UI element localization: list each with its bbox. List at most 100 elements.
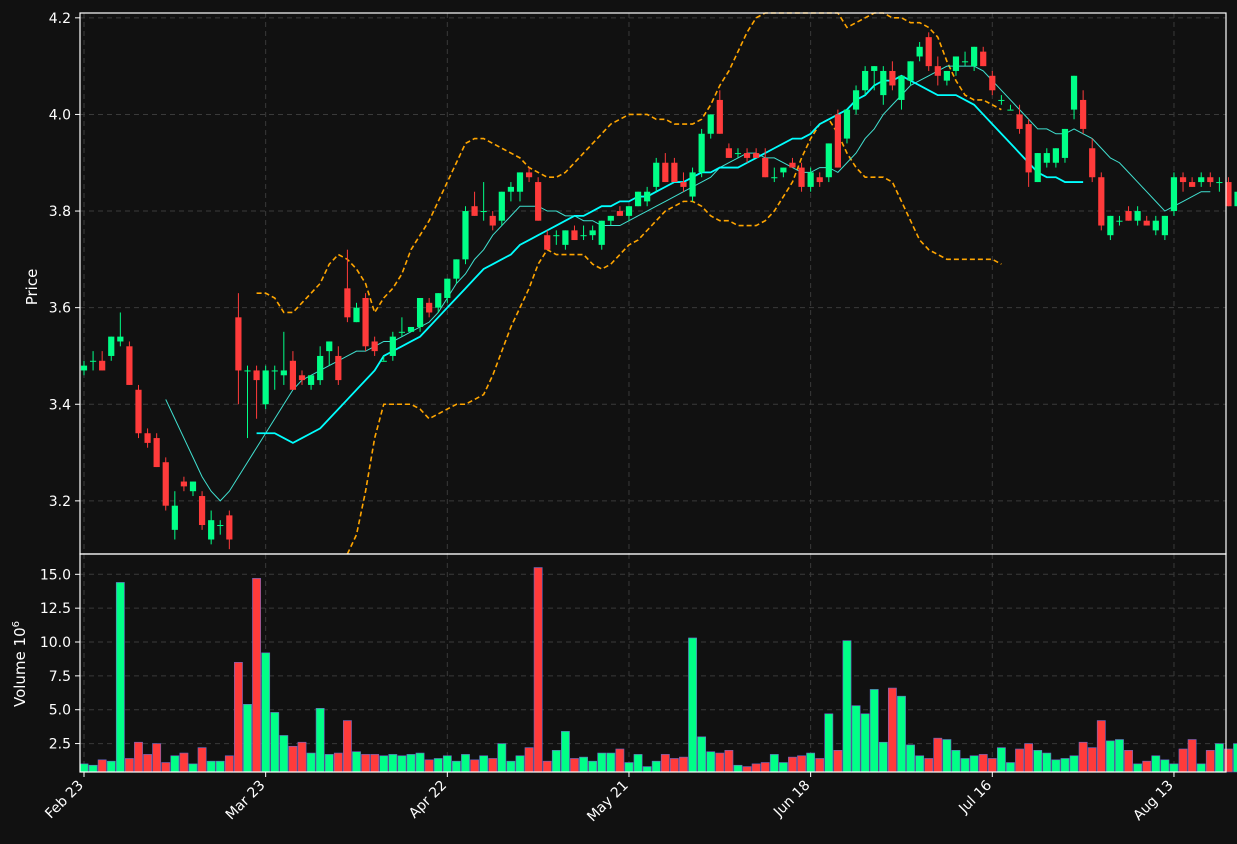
- candle-body: [1134, 211, 1141, 221]
- volume-bar: [488, 758, 498, 773]
- candle-body: [616, 211, 623, 216]
- candle-body: [435, 293, 442, 308]
- volume-bar: [669, 758, 679, 773]
- volume-bar: [642, 766, 652, 773]
- candle-body: [934, 66, 941, 76]
- volume-bar: [960, 758, 970, 773]
- candle-body: [734, 153, 742, 155]
- volume-bar: [788, 756, 797, 773]
- candle-body: [453, 259, 460, 279]
- candle-body: [961, 61, 969, 63]
- volume-bar: [206, 760, 216, 773]
- candle-body: [198, 496, 206, 526]
- candle-body: [716, 99, 723, 134]
- candle-body: [153, 438, 160, 468]
- candle-body: [898, 75, 905, 100]
- volume-bar: [333, 752, 343, 773]
- candle-body: [971, 46, 978, 67]
- volume-bar: [1133, 763, 1143, 773]
- volume-bar: [97, 759, 107, 773]
- volume-bar: [1015, 748, 1024, 773]
- candle-body: [144, 433, 151, 443]
- candle-body: [117, 336, 124, 342]
- volume-bar: [806, 752, 816, 773]
- volume-bar: [897, 695, 906, 773]
- candle-body: [253, 370, 260, 381]
- volume-bar: [1078, 741, 1088, 773]
- volume-bar: [996, 747, 1006, 773]
- price-axis-label: Price: [23, 269, 41, 306]
- volume-bar: [143, 754, 152, 773]
- volume-bar: [279, 735, 289, 773]
- volume-bar: [234, 662, 243, 773]
- volume-bar: [497, 743, 507, 773]
- candle-body: [1052, 148, 1059, 163]
- candle-body: [862, 70, 869, 91]
- volume-bar: [88, 764, 98, 773]
- volume-bar: [633, 754, 643, 773]
- candle-body: [634, 191, 642, 207]
- volume-bar: [760, 762, 770, 773]
- candle-body: [653, 162, 660, 187]
- volume-tick-label: 2.5: [49, 737, 71, 753]
- price-tick-label: 3.6: [49, 301, 71, 317]
- candle-body: [725, 148, 732, 158]
- candle-body: [762, 157, 769, 178]
- volume-bar: [1224, 748, 1233, 773]
- volume-bar: [224, 755, 234, 773]
- candle-body: [416, 297, 424, 327]
- volume-bar: [969, 755, 979, 773]
- volume-bar: [115, 582, 125, 773]
- volume-bar: [860, 713, 870, 773]
- candle-body: [1107, 215, 1114, 236]
- candle-body: [1098, 177, 1105, 226]
- candle-body: [834, 114, 841, 168]
- candle-body: [535, 182, 542, 221]
- candle-body: [680, 182, 687, 187]
- candle-body: [989, 75, 996, 91]
- volume-bar: [188, 763, 198, 773]
- candle-body: [462, 211, 469, 260]
- price-tick-label: 3.4: [49, 397, 71, 413]
- candle-body: [471, 206, 478, 216]
- volume-bar: [715, 752, 725, 773]
- volume-bar: [361, 754, 370, 773]
- candle-body: [943, 70, 950, 81]
- candle-body: [816, 177, 823, 183]
- volume-bar: [987, 758, 997, 773]
- candle-body: [489, 215, 496, 226]
- volume-bar: [615, 748, 625, 773]
- volume-axis-label: Volume 106: [11, 621, 29, 707]
- candle-body: [244, 370, 251, 372]
- volume-bar: [406, 754, 416, 773]
- candle-body: [1152, 220, 1159, 231]
- volume-bar: [433, 758, 443, 773]
- volume-bar: [1196, 763, 1206, 773]
- volume-bar: [134, 741, 143, 773]
- candle-body: [889, 70, 896, 86]
- candle-body: [480, 211, 487, 213]
- candle-body: [852, 90, 860, 110]
- candle-body: [607, 215, 614, 221]
- candle-body: [1207, 177, 1214, 183]
- volume-bar: [1051, 759, 1061, 773]
- volume-bar: [733, 764, 743, 773]
- volume-bar: [1042, 752, 1052, 773]
- price-tick-label: 3.8: [49, 204, 71, 220]
- volume-bar: [125, 758, 134, 773]
- volume-bar: [679, 756, 688, 773]
- candle-body: [525, 172, 533, 178]
- candle-body: [1189, 182, 1196, 187]
- volume-bar: [869, 689, 879, 773]
- candle-body: [189, 481, 197, 492]
- volume-axis-multiplier: 10: [11, 627, 29, 646]
- candle-body: [1125, 211, 1132, 221]
- candle-body: [771, 177, 778, 179]
- candle-body: [235, 317, 242, 371]
- volume-bar: [1205, 750, 1215, 773]
- candle-body: [1080, 99, 1087, 129]
- volume-bar: [524, 747, 534, 773]
- candle-body: [1070, 75, 1078, 110]
- volume-bar: [270, 712, 280, 773]
